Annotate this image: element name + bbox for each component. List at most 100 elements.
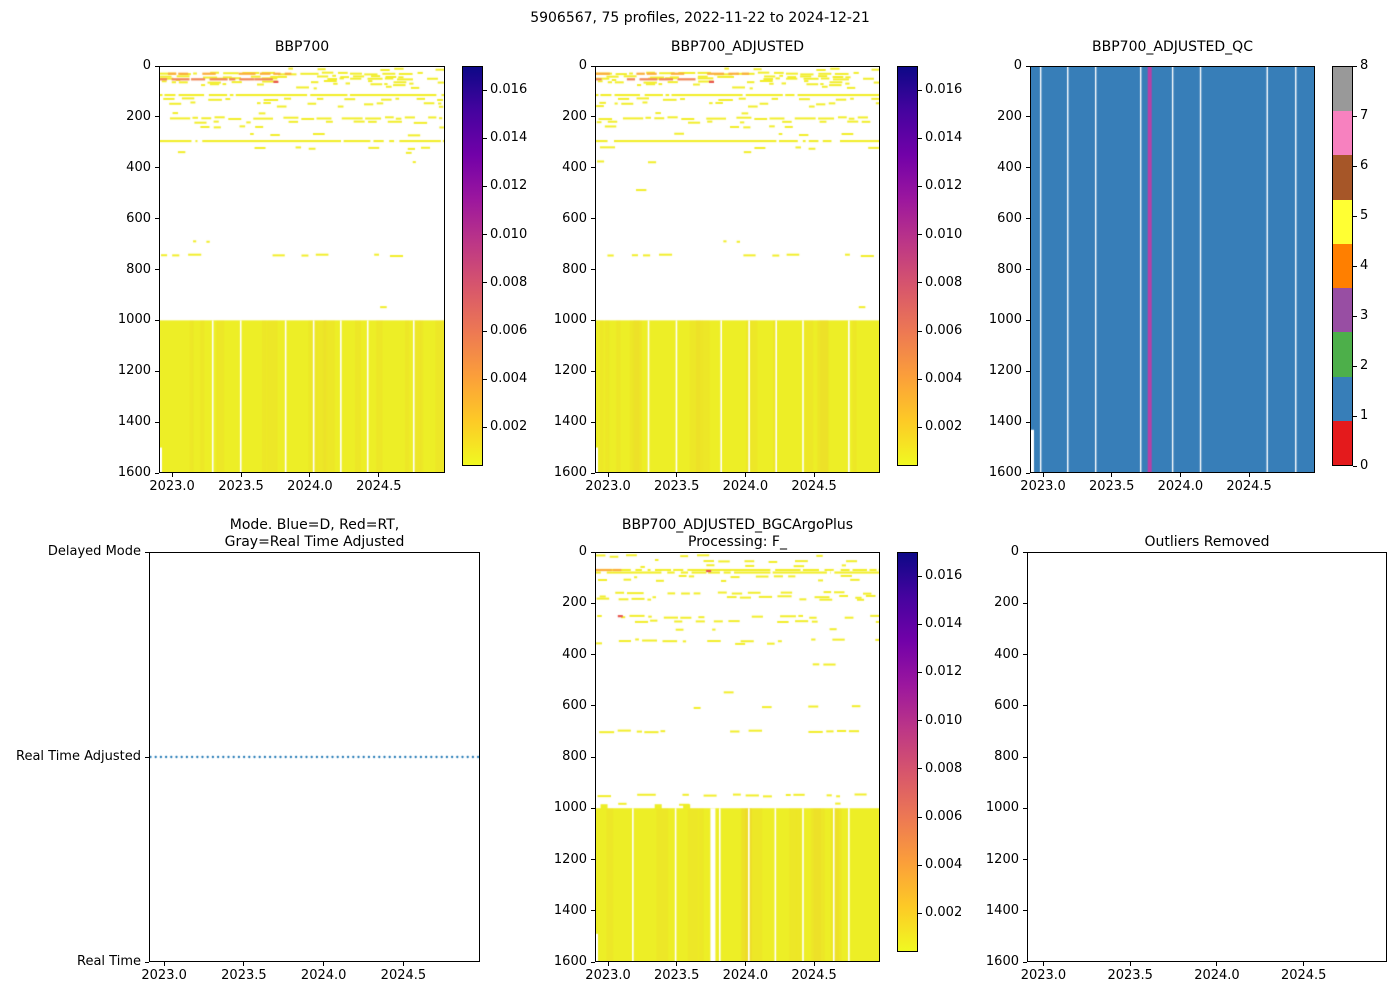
colorbar-tick-mark — [483, 234, 487, 236]
y-tick-mark — [1023, 551, 1027, 553]
colorbar-tick-mark — [483, 282, 487, 284]
colorbar-tick-mark — [918, 185, 922, 187]
x-tick-mark — [163, 962, 165, 966]
y-tick-mark — [1026, 269, 1030, 270]
y-tick-label: 200 — [997, 108, 1022, 124]
x-tick-label: 2023.0 — [1020, 968, 1067, 983]
colorbar-tick-label: 0.002 — [925, 905, 963, 921]
colorbar-tick-label: 0.012 — [490, 178, 528, 194]
y-tick-label: 200 — [994, 595, 1019, 611]
bgcargoplus-colorbar — [897, 552, 918, 952]
y-tick-label: 800 — [126, 261, 151, 277]
y-tick-mark — [1023, 602, 1027, 604]
x-tick-label: 2024.0 — [722, 479, 769, 494]
outliers-axes-frame — [1027, 552, 1387, 962]
mode-y-category-label: Delayed Mode — [47, 544, 141, 559]
y-tick-label: 1400 — [988, 414, 1022, 430]
y-tick-mark — [591, 705, 595, 707]
x-tick-label: 2023.0 — [585, 968, 631, 983]
colorbar-tick-mark — [918, 378, 922, 380]
y-tick-label: 1400 — [985, 902, 1019, 918]
qc-colorbar-tick-mark — [1353, 65, 1357, 67]
x-tick-label: 2024.5 — [380, 968, 427, 983]
y-tick-mark — [1023, 910, 1027, 912]
y-tick-label: 600 — [997, 210, 1022, 226]
qc-colorbar-tick-label: 3 — [1360, 308, 1369, 323]
y-tick-label: 800 — [562, 261, 587, 277]
y-tick-mark — [591, 319, 595, 321]
y-tick-mark — [1023, 705, 1027, 707]
colorbar-tick-mark — [483, 137, 487, 139]
y-tick-label: 0 — [1013, 58, 1022, 73]
mode-y-tick-mark — [145, 961, 149, 963]
y-tick-mark — [591, 65, 595, 67]
y-tick-mark — [591, 910, 595, 912]
qc-colorbar-tick-mark — [1353, 215, 1357, 217]
x-tick-mark — [676, 473, 678, 477]
y-tick-label: 1600 — [553, 465, 587, 480]
colorbar-tick-label: 0.010 — [490, 226, 528, 242]
x-tick-mark — [744, 473, 746, 477]
mode-y-tick-mark — [145, 551, 149, 553]
bgcargoplus-axes-frame — [595, 552, 880, 962]
colorbar-tick-label: 0.008 — [925, 760, 963, 776]
colorbar-tick-mark — [918, 816, 922, 818]
y-tick-mark — [591, 756, 595, 758]
colorbar-tick-mark — [918, 912, 922, 914]
colorbar-tick-label: 0.008 — [925, 274, 963, 290]
colorbar-tick-mark — [918, 282, 922, 284]
qc-colorbar-tick-label: 2 — [1360, 358, 1369, 373]
bbp700-axes-frame — [159, 66, 445, 473]
y-tick-mark — [591, 421, 595, 423]
colorbar-tick-mark — [483, 426, 487, 428]
qc-colorbar-segment-6 — [1333, 154, 1352, 200]
y-tick-label: 1000 — [553, 312, 587, 328]
y-tick-mark — [155, 472, 159, 474]
y-tick-mark — [1026, 421, 1030, 423]
x-tick-label: 2023.0 — [585, 479, 631, 494]
mode-y-category-label: Real Time Adjusted — [16, 749, 141, 764]
x-tick-label: 2024.5 — [1226, 479, 1272, 494]
y-tick-mark — [591, 116, 595, 118]
colorbar-tick-label: 0.004 — [925, 857, 963, 873]
y-tick-mark — [155, 218, 159, 220]
x-tick-label: 2023.5 — [218, 479, 264, 494]
x-tick-label: 2023.5 — [221, 968, 267, 983]
colorbar-tick-label: 0.004 — [925, 371, 963, 387]
x-tick-mark — [607, 473, 609, 477]
colorbar-tick-mark — [483, 378, 487, 380]
bgcargoplus-heatmap-canvas — [595, 552, 880, 962]
qc-colorbar-segment-0 — [1333, 420, 1352, 465]
y-tick-label: 1200 — [553, 851, 587, 867]
colorbar-tick-mark — [918, 623, 922, 625]
x-tick-mark — [378, 473, 380, 477]
x-tick-mark — [1303, 962, 1305, 966]
x-tick-mark — [1042, 962, 1044, 966]
qc-colorbar — [1332, 66, 1353, 466]
bbp700-adjusted-colorbar — [897, 66, 918, 466]
x-tick-mark — [744, 962, 746, 966]
y-tick-label: 200 — [562, 108, 587, 124]
x-tick-label: 2024.5 — [791, 968, 837, 983]
bbp700-colorbar — [462, 66, 483, 466]
bbp700-heatmap-canvas — [159, 66, 445, 473]
colorbar-tick-mark — [918, 137, 922, 139]
y-tick-mark — [1026, 167, 1030, 169]
y-tick-mark — [591, 859, 595, 860]
qc-colorbar-tick-label: 4 — [1360, 258, 1369, 273]
figure-title: 5906567, 75 profiles, 2022-11-22 to 2024… — [530, 10, 870, 26]
colorbar-tick-mark — [483, 185, 487, 187]
y-tick-label: 0 — [142, 58, 151, 73]
x-tick-mark — [240, 473, 242, 477]
y-tick-mark — [591, 370, 595, 372]
y-tick-label: 1400 — [117, 414, 151, 430]
colorbar-tick-mark — [918, 575, 922, 577]
x-tick-mark — [1042, 473, 1044, 477]
colorbar-tick-label: 0.016 — [925, 82, 963, 98]
y-tick-mark — [155, 319, 159, 321]
x-tick-label: 2023.0 — [149, 479, 195, 494]
qc-colorbar-segment-1 — [1333, 376, 1352, 421]
y-tick-label: 1400 — [553, 414, 587, 430]
colorbar-tick-label: 0.012 — [925, 664, 963, 680]
